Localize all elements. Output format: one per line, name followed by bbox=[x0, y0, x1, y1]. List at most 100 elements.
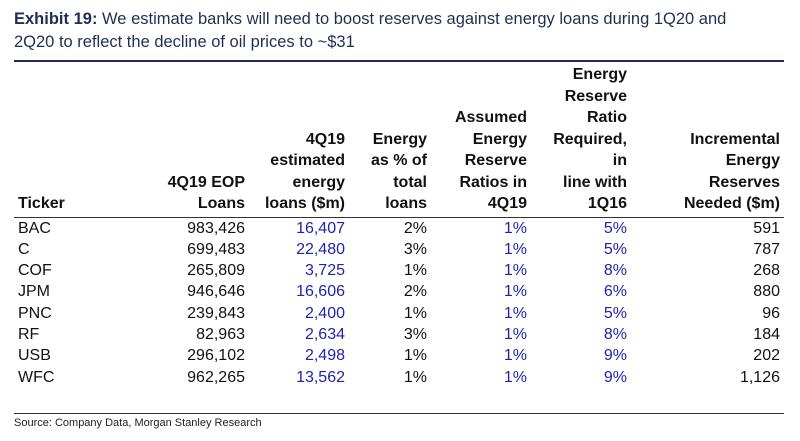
cell-energy-pct: 3% bbox=[403, 325, 427, 343]
cell-energy-loans: 2,400 bbox=[304, 304, 345, 322]
cell-energy-loans: 3,725 bbox=[304, 262, 345, 280]
cell-eop-loans: 82,963 bbox=[196, 325, 245, 343]
cell-eop-loans: 265,809 bbox=[187, 262, 245, 280]
cell-required-ratio: 5% bbox=[603, 304, 627, 322]
header-line: Ratio bbox=[587, 109, 627, 126]
cell-energy-pct: 2% bbox=[403, 283, 427, 301]
cell-ticker: C bbox=[18, 240, 30, 258]
cell-required-ratio: 8% bbox=[603, 325, 627, 343]
cell-energy-pct: 1% bbox=[403, 368, 427, 386]
header-line: as % of bbox=[370, 152, 427, 169]
cell-ticker: RF bbox=[18, 325, 40, 343]
header-eop-loans: 4Q19 EOP Loans bbox=[96, 64, 249, 217]
cell-required-ratio: 6% bbox=[603, 283, 627, 301]
cell-assumed-ratio: 1% bbox=[503, 304, 527, 322]
cell-incremental-reserves: 202 bbox=[753, 347, 780, 365]
cell-energy-pct: 2% bbox=[403, 219, 427, 237]
cell-energy-loans: 16,407 bbox=[296, 219, 345, 237]
cell-eop-loans: 699,483 bbox=[187, 240, 245, 258]
energy-reserves-table: Ticker 4Q19 EOP Loans 4Q19 estimated energy lo… bbox=[14, 64, 784, 388]
table-row: COF 265,809 3,725 1% 1% 8% 268 bbox=[14, 260, 784, 281]
cell-ticker: COF bbox=[18, 262, 52, 280]
cell-energy-pct: 1% bbox=[403, 304, 427, 322]
table-row: USB 296,102 2,498 1% 1% 9% 202 bbox=[14, 345, 784, 366]
cell-eop-loans: 983,426 bbox=[187, 219, 245, 237]
cell-assumed-ratio: 1% bbox=[503, 262, 527, 280]
cell-incremental-reserves: 184 bbox=[753, 325, 780, 343]
header-line: loans bbox=[385, 195, 427, 212]
header-line: Reserves bbox=[708, 173, 780, 191]
cell-energy-pct: 1% bbox=[403, 262, 427, 280]
cell-eop-loans: 239,843 bbox=[187, 304, 245, 322]
cell-assumed-ratio: 1% bbox=[503, 219, 527, 237]
header-row: Ticker 4Q19 EOP Loans 4Q19 estimated energy lo… bbox=[14, 64, 784, 217]
cell-incremental-reserves: 268 bbox=[753, 262, 780, 280]
header-line: 4Q19 bbox=[487, 195, 527, 212]
header-line: line with bbox=[563, 173, 627, 191]
cell-energy-loans: 22,480 bbox=[296, 240, 345, 258]
bottom-rule bbox=[14, 413, 784, 414]
table-row: BAC 983,426 16,407 2% 1% 5% 591 bbox=[14, 217, 784, 239]
cell-required-ratio: 9% bbox=[603, 347, 627, 365]
cell-incremental-reserves: 880 bbox=[753, 283, 780, 301]
table-row: C 699,483 22,480 3% 1% 5% 787 bbox=[14, 239, 784, 260]
exhibit-title-line2: 2Q20 to reflect the decline of oil price… bbox=[14, 33, 355, 51]
cell-energy-loans: 2,634 bbox=[304, 325, 345, 343]
header-line: Required, in bbox=[553, 130, 627, 170]
header-energy-pct: Energy as % of total loans bbox=[349, 64, 431, 217]
header-energy-loans: 4Q19 estimated energy loans ($m) bbox=[249, 64, 349, 217]
header-line: Reserve bbox=[564, 87, 627, 105]
header-line: Energy bbox=[572, 66, 627, 83]
header-required-ratio: Energy Reserve Ratio Required, in line with 1… bbox=[531, 64, 631, 217]
cell-energy-pct: 1% bbox=[403, 347, 427, 365]
cell-assumed-ratio: 1% bbox=[503, 368, 527, 386]
cell-assumed-ratio: 1% bbox=[503, 283, 527, 301]
exhibit-title-line1: We estimate banks will need to boost res… bbox=[102, 10, 727, 28]
header-line: Needed ($m) bbox=[683, 195, 780, 212]
header-ticker: Ticker bbox=[14, 64, 96, 217]
header-incremental-reserves: Incremental Energy Reserves Needed ($m) bbox=[631, 64, 784, 217]
cell-energy-pct: 3% bbox=[403, 240, 427, 258]
table-row: PNC 239,843 2,400 1% 1% 5% 96 bbox=[14, 303, 784, 324]
cell-eop-loans: 946,646 bbox=[187, 283, 245, 301]
cell-ticker: BAC bbox=[18, 219, 51, 237]
cell-incremental-reserves: 1,126 bbox=[739, 368, 780, 386]
source-note: Source: Company Data, Morgan Stanley Res… bbox=[14, 417, 262, 429]
cell-assumed-ratio: 1% bbox=[503, 325, 527, 343]
table-row: RF 82,963 2,634 3% 1% 8% 184 bbox=[14, 324, 784, 345]
cell-energy-loans: 16,606 bbox=[296, 283, 345, 301]
cell-eop-loans: 296,102 bbox=[187, 347, 245, 365]
cell-assumed-ratio: 1% bbox=[503, 347, 527, 365]
header-line: estimated bbox=[270, 152, 345, 169]
exhibit-label: Exhibit 19: bbox=[14, 10, 98, 28]
cell-required-ratio: 9% bbox=[603, 368, 627, 386]
header-line: Energy bbox=[372, 130, 427, 148]
cell-required-ratio: 5% bbox=[603, 240, 627, 258]
header-line: Ratios in bbox=[459, 173, 527, 191]
exhibit-title: Exhibit 19: We estimate banks will need … bbox=[14, 8, 784, 54]
header-line: energy bbox=[292, 173, 345, 191]
table-row: JPM 946,646 16,606 2% 1% 6% 880 bbox=[14, 281, 784, 302]
header-line: Assumed bbox=[454, 109, 527, 126]
table-row: WFC 962,265 13,562 1% 1% 9% 1,126 bbox=[14, 367, 784, 388]
cell-energy-loans: 13,562 bbox=[296, 368, 345, 386]
cell-incremental-reserves: 787 bbox=[753, 240, 780, 258]
header-line: total bbox=[393, 173, 427, 191]
header-line: Incremental bbox=[690, 130, 780, 148]
cell-ticker: JPM bbox=[18, 283, 50, 301]
header-line: Reserve bbox=[464, 152, 527, 169]
cell-energy-loans: 2,498 bbox=[304, 347, 345, 365]
top-rule bbox=[14, 60, 784, 62]
cell-incremental-reserves: 96 bbox=[762, 304, 780, 322]
header-line: Ticker bbox=[18, 195, 65, 212]
cell-assumed-ratio: 1% bbox=[503, 240, 527, 258]
header-line: 4Q19 EOP bbox=[167, 173, 245, 191]
cell-incremental-reserves: 591 bbox=[753, 219, 780, 237]
cell-ticker: PNC bbox=[18, 304, 52, 322]
cell-eop-loans: 962,265 bbox=[187, 368, 245, 386]
header-line: Loans bbox=[197, 195, 245, 212]
header-assumed-ratio: Assumed Energy Reserve Ratios in 4Q19 bbox=[431, 64, 531, 217]
table-body: BAC 983,426 16,407 2% 1% 5% 591 C 699,483 22,480 3… bbox=[14, 217, 784, 388]
header-line: 4Q19 bbox=[305, 130, 345, 148]
header-line: 1Q16 bbox=[587, 195, 627, 212]
